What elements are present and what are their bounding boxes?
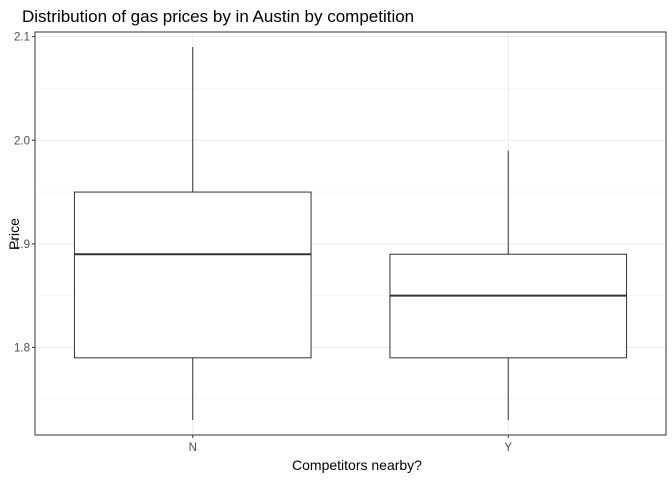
y-tick-label: 2.1	[14, 32, 30, 44]
x-tick-label: N	[189, 442, 197, 454]
axis-ticks: 1.8 1.9 2.0 2.1 N Y	[14, 32, 512, 454]
iqr-box	[389, 253, 628, 359]
y-axis-title: Price	[6, 218, 22, 250]
x-axis-title: Competitors nearby?	[292, 457, 422, 473]
x-tick-label: Y	[504, 442, 512, 454]
iqr-box	[73, 191, 312, 359]
panel-border	[34, 31, 667, 436]
y-tick-label: 2.0	[14, 135, 30, 147]
boxes	[73, 47, 628, 420]
chart-title: Distribution of gas prices by in Austin …	[22, 7, 414, 26]
y-tick-label: 1.8	[14, 342, 30, 354]
y-tick-label: 1.9	[14, 239, 30, 251]
box-Y	[389, 150, 628, 420]
box-N	[73, 47, 312, 420]
